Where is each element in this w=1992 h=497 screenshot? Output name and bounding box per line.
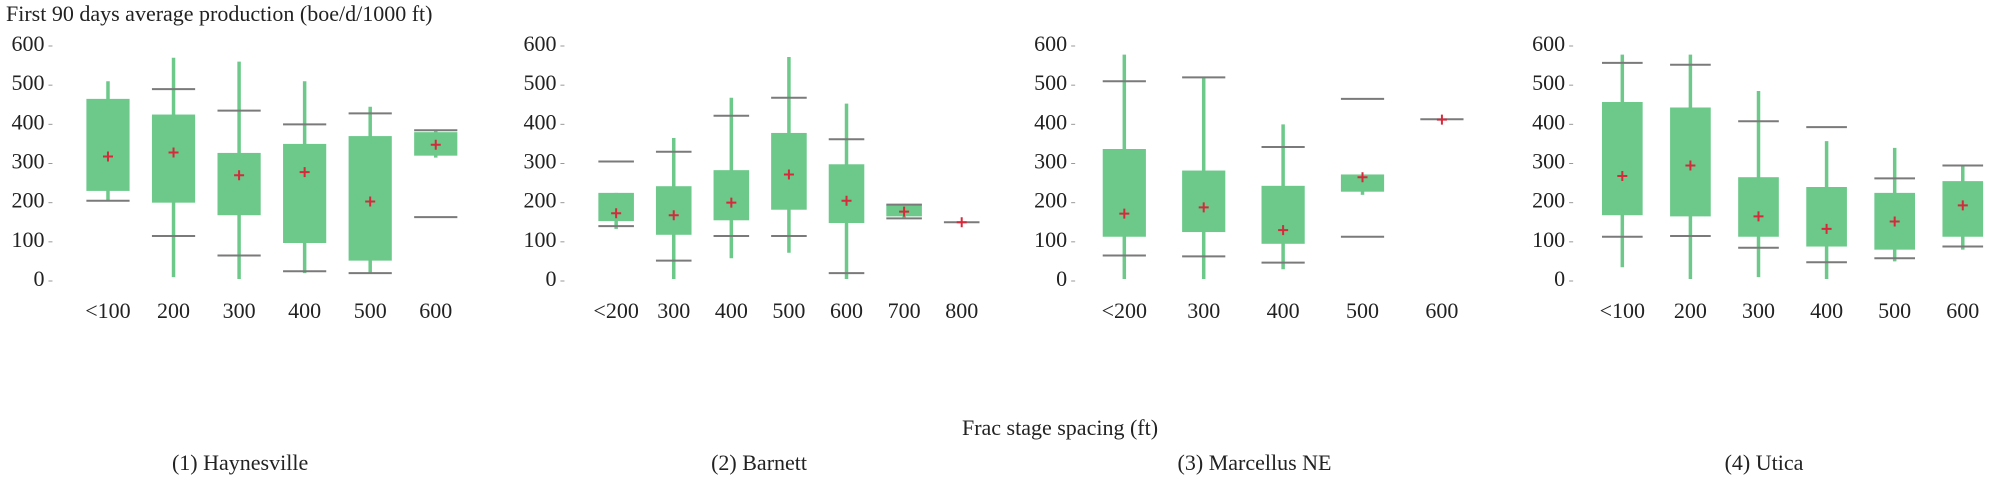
- y-tick-label: 0: [1056, 266, 1067, 291]
- box: [1806, 187, 1847, 247]
- x-tick-label: 300: [1742, 298, 1775, 323]
- y-tick-label: 400: [1034, 109, 1067, 134]
- y-tick-label: 500: [523, 70, 556, 95]
- mean-marker: [1957, 200, 1968, 211]
- x-tick-label: 600: [830, 298, 863, 323]
- x-tick-label: 200: [1674, 298, 1707, 323]
- x-tick-label: 500: [772, 298, 805, 323]
- x-tick-label: <200: [1102, 298, 1147, 323]
- x-tick-label: <100: [1600, 298, 1645, 323]
- mean-marker: [430, 139, 441, 150]
- mean-marker: [1685, 160, 1696, 171]
- x-tick-label: 400: [1810, 298, 1843, 323]
- y-tick-label: 100: [1034, 227, 1067, 252]
- panel-title: (4) Utica: [1725, 450, 1804, 475]
- y-tick-label: 400: [11, 109, 44, 134]
- box: [713, 170, 750, 221]
- y-tick-label: 100: [11, 227, 44, 252]
- mean-marker: [726, 197, 737, 208]
- y-tick-label: 300: [523, 149, 556, 174]
- mean-marker: [1617, 171, 1628, 182]
- y-tick-label: 200: [11, 188, 44, 213]
- mean-marker: [956, 217, 967, 228]
- x-tick-label: 400: [288, 298, 321, 323]
- box: [1340, 174, 1385, 192]
- x-tick-label: 800: [945, 298, 978, 323]
- x-tick-label: 600: [1946, 298, 1979, 323]
- box: [1738, 177, 1779, 237]
- mean-marker: [899, 206, 910, 217]
- x-tick-label: 600: [1425, 298, 1458, 323]
- y-tick-label: 0: [33, 266, 44, 291]
- x-axis-label: Frac stage spacing (ft): [962, 415, 1158, 440]
- y-tick-label: 200: [523, 188, 556, 213]
- mean-marker: [1821, 223, 1832, 234]
- mean-marker: [611, 208, 622, 219]
- panel-title: (1) Haynesville: [172, 450, 308, 475]
- mean-marker: [102, 151, 113, 162]
- y-tick-label: 300: [1532, 149, 1565, 174]
- box: [1182, 170, 1226, 233]
- mean-marker: [841, 195, 852, 206]
- y-tick-label: 0: [1554, 266, 1565, 291]
- mean-marker: [234, 170, 245, 181]
- mean-marker: [1889, 216, 1900, 227]
- box: [828, 164, 865, 224]
- mean-marker: [668, 210, 679, 221]
- y-tick-label: 400: [523, 109, 556, 134]
- y-tick-label: 500: [11, 70, 44, 95]
- panel-title: (2) Barnett: [711, 450, 807, 475]
- panel-title: (3) Marcellus NE: [1178, 450, 1332, 475]
- mean-marker: [299, 167, 310, 178]
- y-tick-label: 600: [1034, 31, 1067, 56]
- box: [151, 114, 196, 203]
- box: [1261, 185, 1305, 244]
- y-tick-label: 400: [1532, 109, 1565, 134]
- box: [283, 143, 327, 244]
- y-tick-label: 100: [523, 227, 556, 252]
- y-tick-label: 200: [1532, 188, 1565, 213]
- mean-marker: [1198, 202, 1209, 213]
- x-tick-label: 500: [1878, 298, 1911, 323]
- x-tick-label: <200: [593, 298, 638, 323]
- y-tick-label: 300: [1034, 149, 1067, 174]
- y-tick-label: 600: [523, 31, 556, 56]
- y-tick-label: 300: [11, 149, 44, 174]
- y-tick-label: 200: [1034, 188, 1067, 213]
- box: [217, 152, 261, 216]
- mean-marker: [365, 196, 376, 207]
- x-tick-label: 600: [419, 298, 452, 323]
- y-tick-label: 500: [1034, 70, 1067, 95]
- y-tick-label: 0: [545, 266, 556, 291]
- x-tick-label: 500: [354, 298, 387, 323]
- box: [86, 98, 130, 191]
- x-tick-label: 200: [157, 298, 190, 323]
- mean-marker: [1278, 225, 1289, 236]
- x-tick-label: <100: [85, 298, 130, 323]
- y-tick-label: 500: [1532, 70, 1565, 95]
- x-tick-label: 400: [715, 298, 748, 323]
- box: [1601, 102, 1643, 216]
- box: [1102, 149, 1146, 237]
- mean-marker: [1357, 172, 1368, 183]
- mean-marker: [783, 169, 794, 180]
- y-tick-label: 100: [1532, 227, 1565, 252]
- x-tick-label: 300: [1187, 298, 1220, 323]
- mean-marker: [1753, 211, 1764, 222]
- x-tick-label: 700: [888, 298, 921, 323]
- mean-marker: [1119, 208, 1130, 219]
- mean-marker: [168, 147, 179, 158]
- mean-marker: [1436, 114, 1447, 125]
- y-tick-label: 600: [1532, 31, 1565, 56]
- y-tick-label: 600: [11, 31, 44, 56]
- x-tick-label: 400: [1267, 298, 1300, 323]
- x-tick-label: 300: [223, 298, 256, 323]
- y-axis-label: First 90 days average production (boe/d/…: [6, 1, 432, 26]
- x-tick-label: 300: [657, 298, 690, 323]
- x-tick-label: 500: [1346, 298, 1379, 323]
